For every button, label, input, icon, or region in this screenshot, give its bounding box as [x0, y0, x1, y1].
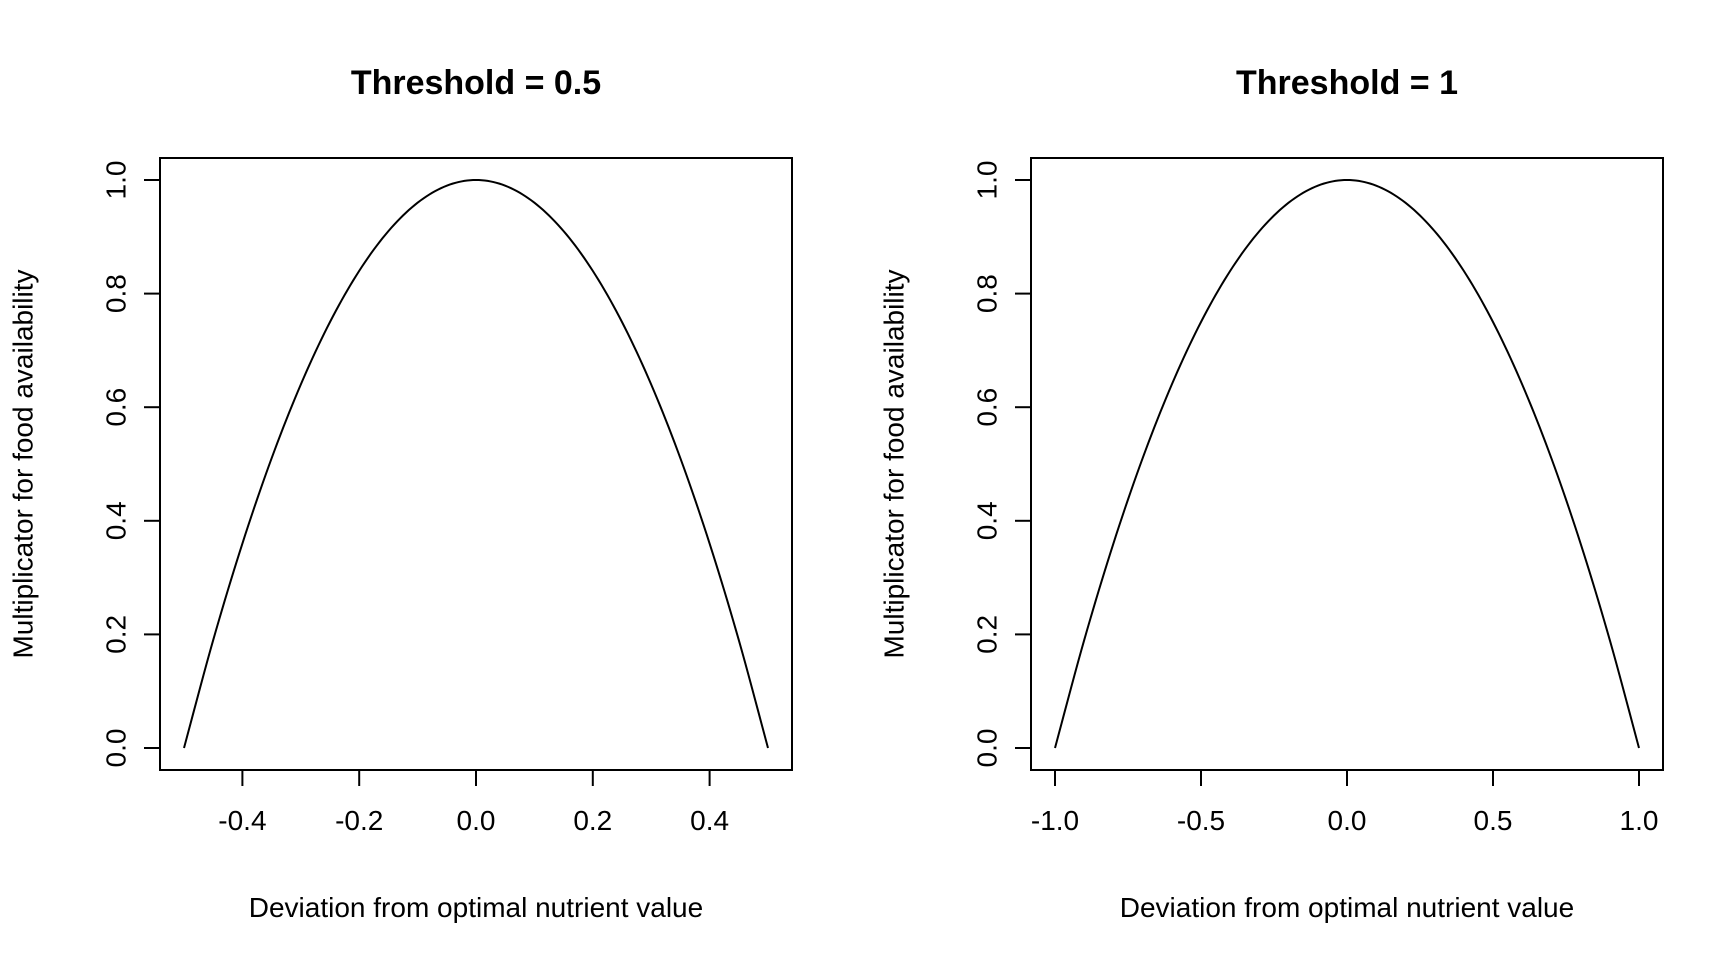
panel-threshold-0-5: Threshold = 0.5 -0.4 -0.2 0.0 0.2 0.4 0.0 0.2 0.… [7, 64, 793, 923]
x-tick-label: 1.0 [1620, 805, 1659, 836]
y-tick-label: 0.8 [971, 274, 1002, 313]
x-tick-label: 0.4 [690, 805, 729, 836]
chart-title: Threshold = 1 [1236, 64, 1458, 102]
x-tick-label: 0.5 [1474, 805, 1513, 836]
x-tick-label: 0.2 [573, 805, 612, 836]
plot-frame [1030, 157, 1664, 771]
y-tick-label: 0.2 [971, 615, 1002, 654]
y-axis-label: Multiplicator for food availability [7, 269, 38, 658]
x-tick-label: -0.2 [335, 805, 383, 836]
x-tick-label: -1.0 [1031, 805, 1079, 836]
panel-threshold-1: Threshold = 1 -1.0 -0.5 0.0 0.5 1.0 0.0 0.2 0.4 0… [878, 64, 1664, 923]
y-tick-label: 0.0 [100, 729, 131, 768]
x-tick-label: -0.4 [218, 805, 266, 836]
plot-frame [159, 157, 793, 771]
y-tick-label: 0.6 [971, 388, 1002, 427]
x-tick-label: -0.5 [1177, 805, 1225, 836]
y-tick-label: 1.0 [971, 161, 1002, 200]
y-tick-label: 0.2 [100, 615, 131, 654]
chart-title: Threshold = 0.5 [351, 64, 601, 102]
series-line [183, 178, 769, 749]
series-line [1054, 178, 1640, 749]
y-tick-label: 0.8 [100, 274, 131, 313]
x-axis-label: Deviation from optimal nutrient value [1120, 892, 1574, 923]
y-tick-label: 0.4 [971, 501, 1002, 540]
x-tick-label: 0.0 [457, 805, 496, 836]
y-axis-label: Multiplicator for food availability [878, 269, 909, 658]
y-tick-label: 0.6 [100, 388, 131, 427]
y-tick-label: 0.0 [971, 729, 1002, 768]
x-tick-label: 0.0 [1328, 805, 1367, 836]
y-tick-label: 1.0 [100, 161, 131, 200]
x-axis-label: Deviation from optimal nutrient value [249, 892, 703, 923]
y-tick-label: 0.4 [100, 501, 131, 540]
